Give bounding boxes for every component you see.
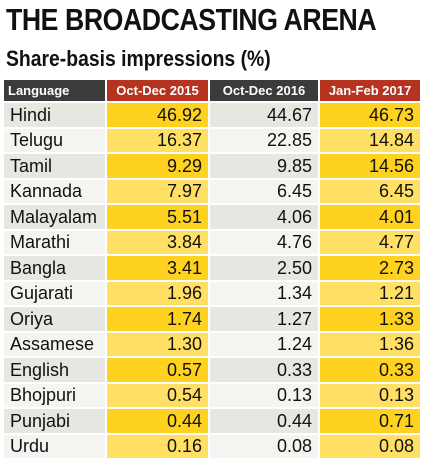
language-cell: Oriya — [4, 306, 106, 332]
value-cell-jan-feb-2017: 46.73 — [319, 102, 420, 128]
value-cell-oct-dec-2016: 4.76 — [209, 230, 319, 256]
value-cell-oct-dec-2015: 46.92 — [106, 102, 209, 128]
value-cell-jan-feb-2017: 1.21 — [319, 281, 420, 307]
language-cell: Marathi — [4, 230, 106, 256]
header-row: Language Oct-Dec 2015 Oct-Dec 2016 Jan-F… — [4, 80, 420, 102]
value-cell-oct-dec-2016: 1.34 — [209, 281, 319, 307]
value-cell-jan-feb-2017: 4.77 — [319, 230, 420, 256]
value-cell-oct-dec-2015: 16.37 — [106, 128, 209, 154]
value-cell-oct-dec-2016: 0.33 — [209, 357, 319, 383]
value-cell-oct-dec-2016: 0.13 — [209, 383, 319, 409]
value-cell-oct-dec-2016: 4.06 — [209, 204, 319, 230]
language-cell: Kannada — [4, 179, 106, 205]
column-header-oct-dec-2016: Oct-Dec 2016 — [209, 80, 319, 102]
value-cell-oct-dec-2015: 0.16 — [106, 434, 209, 458]
language-cell: Hindi — [4, 102, 106, 128]
chart-subtitle: Share-basis impressions (%) — [6, 46, 271, 72]
language-cell: Urdu — [4, 434, 106, 458]
language-cell: Malayalam — [4, 204, 106, 230]
language-cell: Telugu — [4, 128, 106, 154]
value-cell-oct-dec-2016: 9.85 — [209, 153, 319, 179]
value-cell-jan-feb-2017: 1.36 — [319, 332, 420, 358]
value-cell-oct-dec-2016: 6.45 — [209, 179, 319, 205]
value-cell-oct-dec-2016: 44.67 — [209, 102, 319, 128]
value-cell-oct-dec-2016: 1.27 — [209, 306, 319, 332]
value-cell-oct-dec-2015: 0.44 — [106, 408, 209, 434]
value-cell-oct-dec-2016: 2.50 — [209, 255, 319, 281]
value-cell-jan-feb-2017: 1.33 — [319, 306, 420, 332]
page-title: THE BROADCASTING ARENA — [6, 2, 376, 38]
value-cell-oct-dec-2015: 9.29 — [106, 153, 209, 179]
value-cell-jan-feb-2017: 14.84 — [319, 128, 420, 154]
value-cell-jan-feb-2017: 0.33 — [319, 357, 420, 383]
language-cell: Assamese — [4, 332, 106, 358]
value-cell-oct-dec-2016: 0.44 — [209, 408, 319, 434]
value-cell-oct-dec-2015: 3.41 — [106, 255, 209, 281]
value-cell-oct-dec-2015: 1.30 — [106, 332, 209, 358]
value-cell-jan-feb-2017: 4.01 — [319, 204, 420, 230]
value-cell-oct-dec-2016: 0.08 — [209, 434, 319, 458]
value-cell-jan-feb-2017: 14.56 — [319, 153, 420, 179]
value-cell-oct-dec-2015: 5.51 — [106, 204, 209, 230]
value-cell-oct-dec-2016: 22.85 — [209, 128, 319, 154]
value-cell-jan-feb-2017: 0.71 — [319, 408, 420, 434]
column-header-oct-dec-2015: Oct-Dec 2015 — [106, 80, 209, 102]
value-cell-oct-dec-2015: 3.84 — [106, 230, 209, 256]
data-table: Language Oct-Dec 2015 Oct-Dec 2016 Jan-F… — [4, 80, 420, 458]
value-cell-oct-dec-2015: 7.97 — [106, 179, 209, 205]
value-cell-jan-feb-2017: 0.13 — [319, 383, 420, 409]
value-cell-oct-dec-2015: 0.57 — [106, 357, 209, 383]
language-cell: Bangla — [4, 255, 106, 281]
language-cell: Punjabi — [4, 408, 106, 434]
language-cell: English — [4, 357, 106, 383]
value-cell-oct-dec-2016: 1.24 — [209, 332, 319, 358]
value-cell-jan-feb-2017: 6.45 — [319, 179, 420, 205]
column-header-jan-feb-2017: Jan-Feb 2017 — [319, 80, 420, 102]
value-cell-oct-dec-2015: 0.54 — [106, 383, 209, 409]
value-cell-jan-feb-2017: 0.08 — [319, 434, 420, 458]
column-header-language: Language — [4, 80, 106, 102]
language-cell: Tamil — [4, 153, 106, 179]
value-cell-jan-feb-2017: 2.73 — [319, 255, 420, 281]
value-cell-oct-dec-2015: 1.74 — [106, 306, 209, 332]
language-cell: Gujarati — [4, 281, 106, 307]
language-cell: Bhojpuri — [4, 383, 106, 409]
value-cell-oct-dec-2015: 1.96 — [106, 281, 209, 307]
